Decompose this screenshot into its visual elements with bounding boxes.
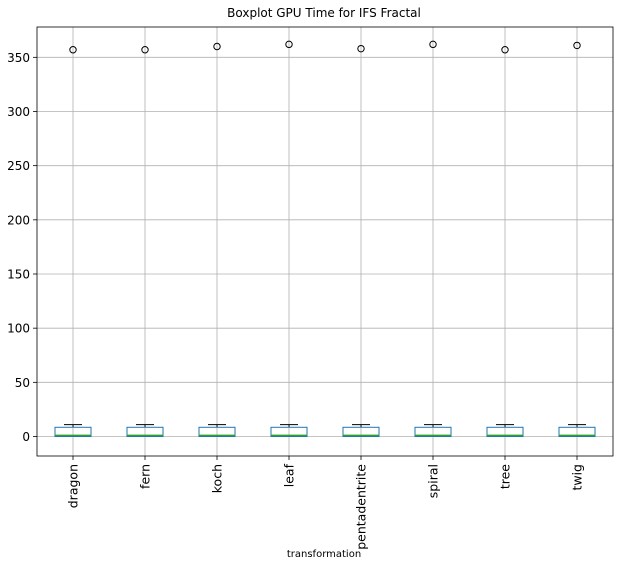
y-tick-label: 50 [15, 376, 30, 390]
y-tick-label: 350 [7, 51, 30, 65]
x-axis-label: transformation [287, 549, 361, 560]
x-tick-label: dragon [66, 464, 81, 508]
box-koch [198, 42, 236, 437]
y-tick-label: 150 [7, 268, 30, 282]
grid-lines [37, 27, 613, 456]
outlier-point [573, 41, 581, 50]
box-body [270, 426, 308, 437]
box-body [126, 426, 164, 437]
box-dragon [54, 46, 92, 437]
box-leaf [270, 40, 308, 437]
box-body [414, 426, 452, 437]
x-tick-label: pentadentrite [354, 464, 369, 550]
outlier-point [213, 42, 221, 51]
axes: 0 50 100 150 200 250 300 350 dragon fern koch leaf p… [7, 51, 584, 550]
box-body [342, 426, 380, 437]
y-tick-label: 250 [7, 159, 30, 173]
x-tick-label: koch [210, 464, 225, 493]
plot-border [36, 26, 614, 457]
box-body [558, 426, 596, 437]
box-body [54, 426, 92, 437]
plot-area [37, 27, 613, 456]
outlier-point [501, 46, 509, 54]
outlier-point [69, 46, 77, 54]
y-tick-label: 200 [7, 213, 30, 227]
box-series [54, 40, 596, 437]
outlier-point [141, 46, 149, 54]
box-tree [486, 46, 524, 437]
chart-title: Boxplot GPU Time for IFS Fractal [227, 6, 421, 20]
x-tick-label: spiral [426, 464, 441, 498]
outlier-point [285, 40, 293, 49]
box-twig [558, 41, 596, 437]
box-body [486, 426, 524, 437]
box-pentadentrite [342, 44, 380, 437]
y-tick-label: 100 [7, 322, 30, 336]
x-tick-label: tree [498, 464, 513, 489]
x-tick-label: fern [138, 464, 153, 489]
box-body [198, 426, 236, 437]
x-tick-label: twig [570, 464, 585, 491]
y-tick-label: 300 [7, 105, 30, 119]
outlier-point [429, 40, 437, 49]
x-tick-label: leaf [282, 463, 297, 487]
box-fern [126, 46, 164, 437]
box-spiral [414, 40, 452, 437]
y-tick-label: 0 [22, 430, 30, 444]
outlier-point [357, 44, 365, 53]
